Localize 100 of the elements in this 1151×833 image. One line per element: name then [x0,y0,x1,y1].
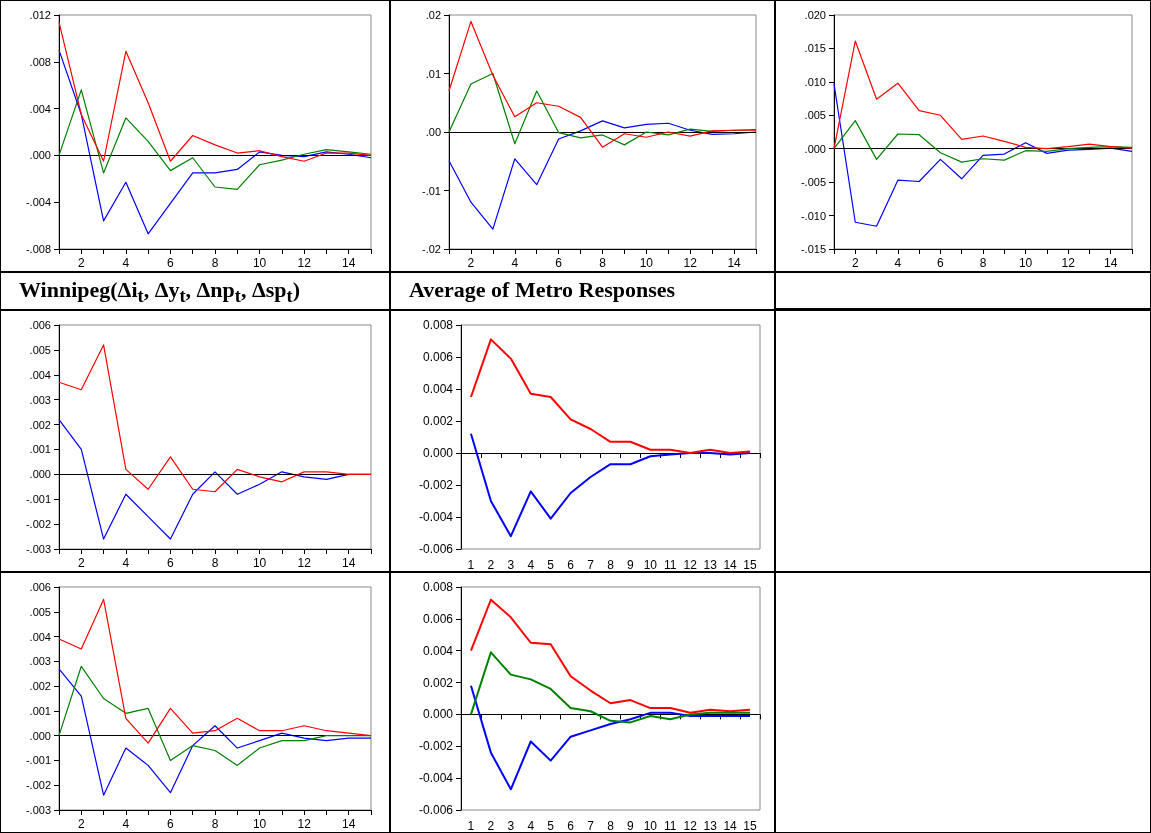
x-tick-label: 12 [297,817,312,831]
x-tick-label: 6 [567,558,575,572]
x-tick-label: 8 [211,256,219,270]
y-tick-label: -.010 [800,209,826,222]
y-tick-label: .001 [29,443,51,456]
x-tick-label: 10 [252,256,267,270]
x-tick-label: 5 [547,819,555,833]
y-tick-label: 0.006 [422,350,454,364]
x-tick-label: 15 [743,558,758,572]
y-tick-label: -.01 [422,184,441,197]
y-tick-label: .012 [29,9,51,21]
x-tick-label: 4 [122,817,130,831]
y-tick-label: -0.006 [418,803,454,817]
x-tick-label: 4 [122,556,130,570]
x-tick-label: 14 [342,256,356,270]
x-tick-label: 10 [643,819,658,833]
x-tick-label: 4 [122,256,130,270]
x-tick-label: 3 [507,819,515,833]
x-tick-label: 6 [567,819,575,833]
x-tick-label: 6 [167,556,175,570]
y-tick-label: 0.000 [422,707,454,722]
x-tick-label: 10 [1018,256,1033,270]
x-tick-label: 12 [297,556,312,570]
y-tick-label: .001 [29,704,51,717]
x-tick-label: 14 [727,256,742,270]
y-tick-label: .004 [29,630,51,643]
x-tick-label: 10 [252,817,267,831]
y-tick-label: .000 [29,468,51,481]
y-tick-label: .005 [29,605,51,618]
x-tick-label: 2 [77,556,85,570]
x-tick-label: 12 [1061,256,1076,270]
x-tick-label: 12 [297,256,312,270]
y-tick-label: 0.002 [422,414,454,428]
x-tick-label: 4 [894,256,902,270]
x-tick-label: 8 [211,817,219,831]
chart-title: Winnipeg(Δi$_{t}$, Δy$_{t}$, Δnp$_{t}$, Δsp$_{t}$) [19,277,300,307]
x-tick-label: 6 [937,256,945,270]
y-tick-label: -.001 [25,493,51,506]
y-tick-label: -.015 [800,243,826,255]
y-tick-label: .00 [425,126,441,138]
y-tick-label: -.002 [25,779,51,792]
y-tick-label: .000 [804,142,826,155]
x-tick-label: 13 [703,819,718,833]
x-tick-label: 2 [467,256,475,270]
y-tick-label: .003 [29,655,51,668]
y-tick-label: .004 [29,368,51,381]
x-tick-label: 2 [487,558,495,572]
x-tick-label: 1 [467,558,475,572]
x-tick-label: 2 [487,819,495,833]
y-tick-label: 0.002 [422,675,454,690]
y-tick-label: .020 [804,9,826,21]
x-tick-label: 4 [527,819,535,833]
y-tick-label: -0.004 [418,510,454,524]
y-tick-label: .004 [29,102,51,115]
y-tick-label: -.003 [25,543,51,555]
x-tick-label: 10 [252,556,267,570]
x-tick-label: 12 [683,256,698,270]
x-tick-label: 7 [587,819,595,833]
x-tick-label: 5 [547,558,555,572]
y-tick-label: -0.002 [418,478,454,492]
x-tick-label: 8 [607,558,615,572]
y-tick-label: -.001 [25,754,51,767]
x-tick-label: 10 [639,256,654,270]
y-tick-label: .005 [29,343,51,356]
x-tick-label: 2 [851,256,859,270]
x-tick-label: 13 [703,558,718,572]
x-tick-label: 10 [643,558,658,572]
y-tick-label: .002 [29,418,51,431]
x-tick-label: 12 [683,558,698,572]
y-tick-label: -.002 [25,518,51,531]
y-tick-label: .008 [29,55,51,68]
x-tick-label: 12 [683,819,698,833]
y-tick-label: .000 [29,729,51,742]
y-tick-label: .005 [804,109,826,122]
y-tick-label: 0.000 [422,446,454,460]
x-tick-label: 4 [511,256,519,270]
chart-title: Average of Metro Responses [391,273,774,311]
y-tick-label: .006 [29,581,51,593]
y-tick-label: 0.004 [422,643,454,658]
y-tick-label: .010 [804,75,826,88]
x-tick-label: 15 [743,819,758,833]
x-tick-label: 6 [167,817,175,831]
x-tick-label: 9 [627,558,635,572]
x-tick-label: 6 [555,256,563,270]
y-tick-label: 0.008 [422,318,454,332]
y-tick-label: -0.006 [418,542,454,556]
y-tick-label: .003 [29,393,51,406]
x-tick-label: 7 [587,558,595,572]
y-tick-label: -0.002 [418,739,454,754]
x-tick-label: 6 [167,256,175,270]
y-tick-label: .002 [29,680,51,693]
x-tick-label: 3 [507,558,515,572]
x-tick-label: 8 [607,819,615,833]
x-tick-label: 4 [527,558,535,572]
x-tick-label: 8 [979,256,987,270]
x-tick-label: 11 [664,558,677,572]
y-tick-label: 0.006 [422,611,454,626]
x-tick-label: 8 [599,256,607,270]
y-tick-label: -.004 [25,196,51,209]
x-tick-label: 14 [1104,256,1118,270]
